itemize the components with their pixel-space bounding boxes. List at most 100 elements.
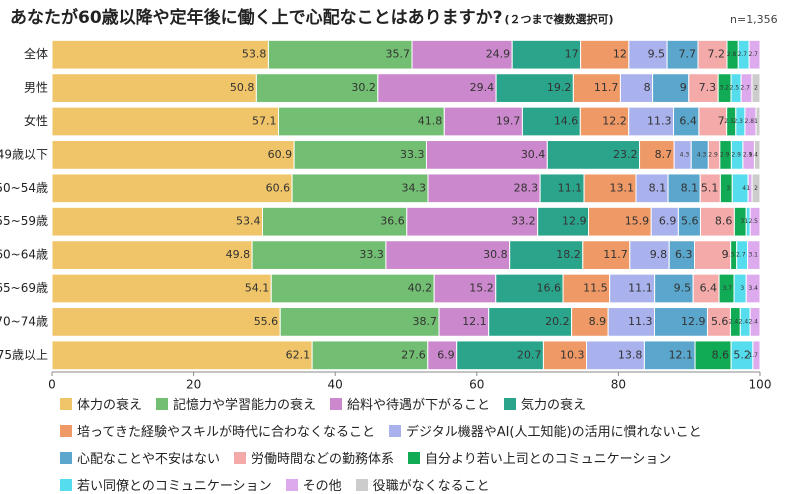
bar-segment — [509, 240, 584, 270]
bar-segment — [751, 173, 761, 204]
data-label: 11.5 — [583, 282, 608, 295]
bar-segment — [279, 307, 440, 337]
bar-segment — [539, 173, 585, 204]
data-label: 60.6 — [266, 181, 291, 194]
legend-swatch — [388, 424, 401, 437]
bar-segment — [580, 39, 630, 70]
legend: 体力の衰え 記憶力や学習能力の衰え 給料や待遇が下がること 気力の衰え培ってきた経験や… — [60, 394, 780, 494]
data-label: 2.9 — [720, 151, 730, 158]
bar-segment — [456, 340, 544, 371]
legend-item: 自分より若い上司とのコミュニケーション — [408, 448, 671, 467]
bar-segment — [639, 140, 675, 170]
bar-segment — [583, 173, 637, 204]
data-label: 29.4 — [470, 81, 495, 94]
bar-segment — [748, 39, 761, 70]
legend-swatch — [60, 451, 72, 464]
data-label: 2.8 — [727, 51, 737, 58]
bar-segment — [291, 173, 429, 204]
data-label: 5.6 — [711, 315, 729, 328]
data-label: 5.6 — [681, 215, 699, 228]
bar-segment — [652, 73, 690, 103]
y-tick-label: 75歳以上 — [0, 348, 48, 362]
legend-swatch — [234, 451, 247, 464]
data-label: 11.3 — [628, 315, 653, 328]
bar-segment — [628, 39, 668, 70]
x-tick-label: 20 — [186, 378, 201, 392]
data-label: 2 — [754, 185, 758, 192]
data-label: 1 — [754, 118, 758, 125]
data-label: 2.4 — [739, 318, 749, 325]
y-tick-label: 男性 — [24, 81, 48, 95]
data-label: 3 — [740, 285, 744, 292]
data-label: 3 — [740, 218, 744, 225]
data-label: 17 — [565, 48, 579, 61]
bar-segment — [629, 240, 670, 270]
data-label: 4.3 — [680, 151, 690, 158]
bar-segment — [521, 106, 581, 137]
legend-label: 体力の衰え — [77, 398, 143, 413]
data-label: 53.8 — [242, 48, 267, 61]
bar-segment — [311, 340, 429, 371]
data-label: 30.2 — [351, 81, 376, 94]
bar-segment — [495, 73, 574, 103]
legend-label: 自分より若い上司とのコミュニケーション — [425, 452, 672, 467]
legend-item: 心配なことや不安はない — [60, 448, 220, 467]
data-label: 8 — [644, 81, 651, 94]
data-label: 2.9 — [731, 151, 741, 158]
data-label: 24.9 — [486, 48, 511, 61]
data-label: 41.8 — [418, 115, 443, 128]
legend-label: 記憶力や学習能力の衰え — [173, 398, 317, 413]
data-label: 3 — [726, 185, 730, 192]
legend-label: デジタル機器やAI(人工知能)の活用に慣れないこと — [405, 425, 702, 440]
x-tick-label: 60 — [469, 378, 484, 392]
bar-segment — [270, 273, 435, 304]
data-label: 7 — [718, 115, 725, 128]
y-tick-label: 60~64歳 — [0, 248, 48, 262]
bar-segment — [586, 340, 645, 371]
legend-swatch — [408, 451, 421, 464]
data-label: 3.1 — [748, 252, 758, 259]
bar-segment — [751, 73, 761, 103]
data-label: 8.6 — [712, 348, 730, 361]
bar-segment — [425, 140, 548, 170]
data-label: 18.2 — [556, 248, 581, 261]
legend-label: 給料や待遇が下がること — [347, 398, 491, 413]
data-label: 49.8 — [226, 248, 251, 261]
bar-segment — [579, 106, 630, 137]
y-tick-label: 50~54歳 — [0, 181, 48, 195]
bar-segment — [654, 273, 694, 304]
bar-segment — [688, 73, 719, 103]
bar-segment — [694, 240, 732, 270]
data-label: 20.2 — [545, 315, 570, 328]
data-label: 14.6 — [554, 115, 579, 128]
data-label: 11.1 — [628, 282, 653, 295]
bar-segment — [51, 39, 269, 70]
bar-segment — [749, 307, 761, 337]
bar-segment — [698, 106, 728, 137]
y-tick-label: 49歳以下 — [0, 147, 48, 161]
data-label: 12.1 — [669, 348, 694, 361]
bar-segment — [262, 206, 408, 237]
legend-item: 給料や待遇が下がること — [330, 394, 490, 413]
data-label: 2.9 — [743, 151, 753, 158]
data-label: 57.1 — [252, 115, 277, 128]
data-label: 28.3 — [514, 181, 539, 194]
data-label: 6.4 — [700, 282, 718, 295]
data-label: 62.1 — [286, 348, 311, 361]
data-label: 13.8 — [618, 348, 643, 361]
data-label: 7.3 — [699, 81, 717, 94]
data-label: 54.1 — [245, 282, 270, 295]
bar-segment — [666, 39, 699, 70]
bar-segment — [571, 307, 609, 337]
data-label: 16.6 — [537, 282, 562, 295]
data-label: 8.1 — [681, 181, 699, 194]
data-label: 33.3 — [400, 148, 425, 161]
bar-segment — [267, 39, 413, 70]
data-label: 40.2 — [408, 282, 433, 295]
data-label: 3.7 — [723, 285, 733, 292]
bar-segment — [755, 106, 761, 137]
chart-subtitle: (２つまで複数選択可) — [505, 12, 614, 26]
legend-item: 気力の衰え — [504, 394, 586, 413]
legend-item: 培ってきた経験やスキルが時代に合わなくなること — [60, 421, 375, 440]
